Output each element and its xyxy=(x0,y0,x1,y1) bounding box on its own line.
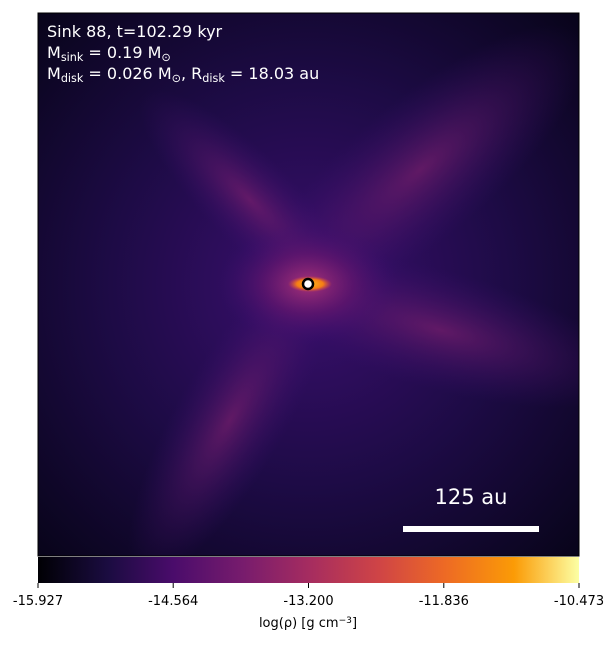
annotation-part: = 0.026 M xyxy=(83,64,171,83)
colorbar-label-part: −3 xyxy=(339,616,353,626)
annotation-part: ⊙ xyxy=(161,51,170,64)
annotation-part: = 18.03 au xyxy=(225,64,319,83)
colorbar-label-part: log(ρ) [g cm xyxy=(259,616,339,631)
annotation-part: ⊙ xyxy=(172,72,181,85)
colorbar-tick-label: -10.473 xyxy=(554,594,604,609)
annotation: Msink = 0.19 M⊙ xyxy=(47,43,171,64)
annotation-part: , R xyxy=(181,64,202,83)
annotation-part: M xyxy=(47,43,61,62)
annotation-part: M xyxy=(47,64,61,83)
annotation-part: Sink 88, t=102.29 kyr xyxy=(47,22,223,41)
colorbar-tick-label: -15.927 xyxy=(13,594,63,609)
colorbar-tick-label: -11.836 xyxy=(419,594,469,609)
plot-frame xyxy=(37,12,580,557)
annotation: Mdisk = 0.026 M⊙, Rdisk = 18.03 au xyxy=(47,64,319,85)
annotation-part: = 0.19 M xyxy=(83,43,161,62)
annotation-part: disk xyxy=(202,72,225,85)
colorbar-tick-label: -14.564 xyxy=(148,594,198,609)
density-map: 125 au xyxy=(38,13,579,556)
colorbar-tick-label: -13.200 xyxy=(283,594,333,609)
colorbar-label-part: ] xyxy=(352,616,357,631)
sink-marker xyxy=(301,277,315,291)
colorbar xyxy=(38,557,579,583)
annotation: Sink 88, t=102.29 kyr xyxy=(47,22,223,41)
colorbar-label: log(ρ) [g cm−3] xyxy=(259,616,357,631)
colorbar-axis: -15.927 -14.564 -13.200 -11.836 -10.473 log(ρ… xyxy=(13,583,604,631)
scale-bar-label: 125 au xyxy=(435,485,508,509)
annotation-part: disk xyxy=(61,72,84,85)
annotation-part: sink xyxy=(61,51,84,64)
